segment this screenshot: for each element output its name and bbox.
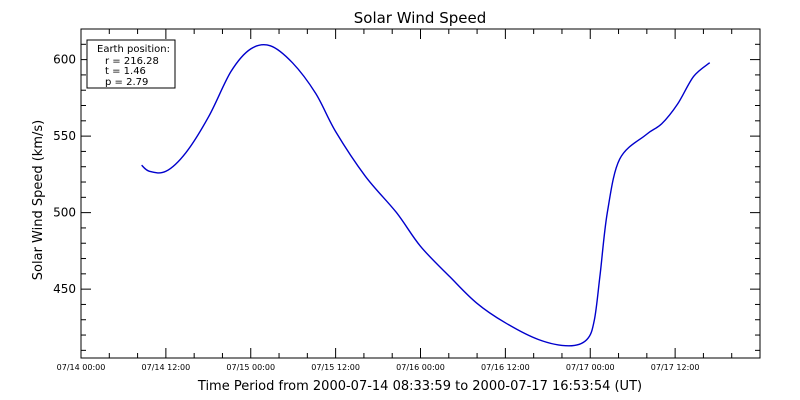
data-point-14 [449, 276, 450, 277]
x-tick-label: 07/17 12:00 [651, 363, 700, 372]
x-tick-label: 07/16 00:00 [396, 363, 445, 372]
legend-line-2: t = 1.46 [105, 66, 146, 77]
data-point-23 [619, 158, 620, 159]
data-point-2 [165, 171, 166, 172]
legend-box [86, 39, 176, 89]
data-point-25 [661, 123, 662, 124]
legend-line-1: r = 216.28 [105, 56, 159, 67]
data-point-1 [149, 171, 150, 172]
data-point-6 [250, 48, 251, 49]
data-point-5 [230, 71, 231, 72]
data-point-28 [709, 62, 710, 63]
x-tick-label: 07/16 12:00 [481, 363, 530, 372]
x-axis: 07/14 00:00 07/14 12:00 07/15 00:00 07/15 1… [57, 29, 733, 372]
data-point-7 [270, 45, 271, 46]
legend-line-0: Earth position: [97, 44, 170, 55]
y-tick-label: 500 [53, 206, 76, 220]
y-axis-label: Solar Wind Speed (km/s) [31, 120, 46, 280]
x-tick-label: 07/14 00:00 [57, 363, 106, 372]
series-points [141, 45, 710, 346]
data-point-10 [335, 131, 336, 132]
x-tick-label: 07/17 00:00 [566, 363, 615, 372]
data-point-16 [505, 322, 506, 323]
series-line-solar-wind-speed [141, 43, 711, 347]
data-point-11 [364, 175, 365, 176]
data-point-26 [677, 103, 678, 104]
y-tick-label: 450 [53, 282, 76, 296]
data-point-15 [476, 302, 477, 303]
x-tick-label: 07/14 12:00 [142, 363, 191, 372]
plot-frame [80, 28, 761, 359]
data-point-24 [646, 134, 647, 135]
data-point-9 [315, 93, 316, 94]
data-point-3 [185, 152, 186, 153]
data-point-27 [693, 76, 694, 77]
y-tick-label: 600 [53, 53, 76, 67]
y-tick-label: 550 [53, 129, 76, 143]
data-point-17 [538, 339, 539, 340]
x-axis-label: Time Period from 2000-07-14 08:33:59 to … [197, 379, 642, 394]
data-point-4 [208, 116, 209, 117]
y-axis: 450 500 550 600 [53, 28, 760, 351]
data-point-18 [568, 345, 569, 346]
legend: Earth position: r = 216.28 t = 1.46 p = … [86, 39, 176, 89]
x-tick-label: 07/15 00:00 [226, 363, 275, 372]
data-point-8 [292, 62, 293, 63]
chart-title: Solar Wind Speed [354, 9, 486, 27]
legend-line-3: p = 2.79 [105, 77, 148, 88]
x-tick-label: 07/15 12:00 [311, 363, 360, 372]
data-point-12 [396, 212, 397, 213]
data-point-13 [420, 246, 421, 247]
data-point-21 [600, 273, 601, 274]
data-point-22 [607, 212, 608, 213]
data-point-20 [594, 319, 595, 320]
data-point-19 [586, 339, 587, 340]
data-point-0 [141, 165, 142, 166]
